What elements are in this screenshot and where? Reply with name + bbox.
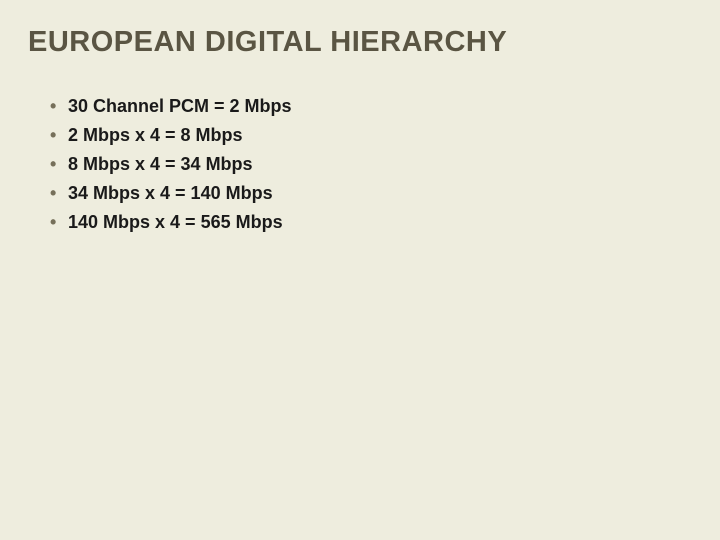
slide-title: EUROPEAN DIGITAL HIERARCHY (28, 26, 692, 59)
bullet-list: 30 Channel PCM = 2 Mbps 2 Mbps x 4 = 8 M… (28, 93, 692, 236)
slide-container: EUROPEAN DIGITAL HIERARCHY 30 Channel PC… (0, 0, 720, 540)
list-item: 2 Mbps x 4 = 8 Mbps (50, 122, 692, 150)
list-item: 30 Channel PCM = 2 Mbps (50, 93, 692, 121)
list-item: 140 Mbps x 4 = 565 Mbps (50, 209, 692, 237)
list-item: 34 Mbps x 4 = 140 Mbps (50, 180, 692, 208)
list-item: 8 Mbps x 4 = 34 Mbps (50, 151, 692, 179)
